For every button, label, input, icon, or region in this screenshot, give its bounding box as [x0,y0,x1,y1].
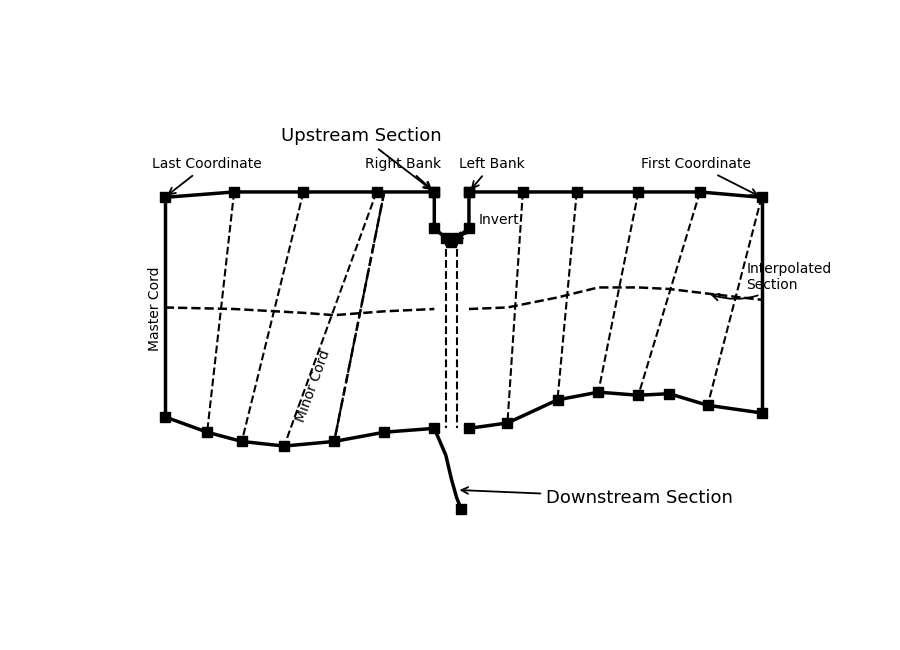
Text: Minor Cord: Minor Cord [294,348,333,424]
Text: Upstream Section: Upstream Section [281,127,442,189]
Text: Downstream Section: Downstream Section [462,487,733,506]
Text: Last Coordinate: Last Coordinate [152,157,262,194]
Text: Right Bank: Right Bank [365,157,442,188]
Text: First Coordinate: First Coordinate [641,157,757,195]
Text: Left Bank: Left Bank [459,157,525,188]
Text: Interpolated
Section: Interpolated Section [712,261,832,300]
Text: Invert: Invert [455,213,519,239]
Text: Master Cord: Master Cord [148,266,162,351]
